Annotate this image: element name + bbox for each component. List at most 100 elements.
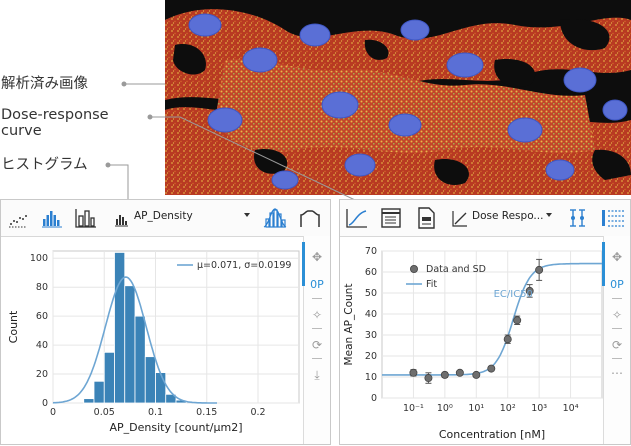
x-axis-label: Concentration [nM] bbox=[439, 428, 545, 441]
x-tick-label: 10⁴ bbox=[563, 403, 579, 414]
legend-label: μ=0.071, σ=0.0199 bbox=[197, 260, 291, 271]
data-point bbox=[503, 335, 512, 344]
data-point bbox=[535, 265, 544, 274]
y-tick-label: 60 bbox=[365, 267, 377, 278]
x-tick-label: 0.1 bbox=[148, 407, 163, 418]
data-point bbox=[424, 374, 433, 383]
plot-type-dropdown-label[interactable]: Dose Respo... bbox=[472, 210, 544, 222]
rail-divider bbox=[612, 358, 622, 359]
y-axis-label: Mean AP_Count bbox=[343, 284, 355, 366]
cell-image-graphic bbox=[165, 0, 631, 195]
plot-area bbox=[52, 250, 300, 404]
report-document-icon[interactable] bbox=[416, 207, 436, 229]
density-chart-icon bbox=[115, 207, 129, 229]
x-axis-label: AP_Density [count/μm2] bbox=[109, 421, 242, 434]
y-tick-label: 100 bbox=[30, 253, 48, 264]
table-view-icon[interactable] bbox=[380, 207, 402, 229]
error-bars-icon[interactable] bbox=[566, 207, 588, 229]
axis-settings-icon[interactable]: 0P bbox=[310, 278, 324, 291]
rail-divider bbox=[312, 328, 322, 329]
x-tick-label: 10⁻¹ bbox=[403, 403, 424, 414]
y-tick-label: 20 bbox=[36, 369, 48, 380]
legend-label: Fit bbox=[426, 279, 437, 290]
move-icon[interactable]: ✥ bbox=[611, 250, 623, 264]
histogram-bar bbox=[134, 315, 146, 404]
dose-response-icon bbox=[452, 207, 468, 229]
x-tick-label: 0 bbox=[50, 407, 56, 418]
dose-response-panel: Dose Respo... 10⁻¹ 10⁰ 10¹ 10² 10³ 10⁴ 0 10 20 30… bbox=[339, 199, 631, 445]
histogram-fit-icon[interactable] bbox=[263, 207, 287, 229]
histogram-bar bbox=[165, 393, 177, 404]
y-tick-label: 10 bbox=[365, 372, 377, 383]
download-icon[interactable]: ⤓ bbox=[314, 368, 320, 382]
rail-divider bbox=[612, 298, 622, 299]
rail-divider bbox=[312, 298, 322, 299]
histogram-bar bbox=[93, 380, 105, 404]
sparkle-icon[interactable]: ✧ bbox=[311, 308, 323, 322]
axis-settings-icon[interactable]: 0P bbox=[610, 278, 624, 291]
callout-dose-response-2: curve bbox=[1, 123, 42, 139]
histogram-chart: 0 0.05 0.1 0.15 0.2 0 20 40 60 80 100 μ=0.071, σ=0.… bbox=[7, 250, 300, 434]
sparkle-icon[interactable]: ✧ bbox=[611, 308, 623, 322]
x-tick-label: 10¹ bbox=[468, 403, 484, 414]
data-point bbox=[440, 370, 449, 379]
histogram-panel: AP_Density 0 0.05 0.1 0.15 0.2 0 20 40 60 80 100 μ=… bbox=[0, 199, 331, 445]
histogram-bar bbox=[144, 356, 156, 404]
analyzed-image bbox=[165, 0, 631, 195]
histogram-bar bbox=[83, 398, 95, 404]
y-tick-label: 70 bbox=[365, 246, 377, 257]
plot-area bbox=[381, 250, 603, 399]
data-point bbox=[409, 368, 418, 377]
callout-histogram: ヒストグラム bbox=[1, 157, 88, 173]
more-icon[interactable]: ⋯ bbox=[611, 366, 623, 380]
dose-response-side-rail: ✥ 0P ✧ ⟳ ⋯ bbox=[602, 236, 630, 444]
refresh-icon[interactable]: ⟳ bbox=[311, 338, 323, 352]
y-tick-label: 30 bbox=[365, 330, 377, 341]
x-tick-label: 10⁰ bbox=[437, 403, 453, 414]
x-tick-label: 0.2 bbox=[250, 407, 265, 418]
histogram-bar bbox=[114, 252, 126, 404]
refresh-icon[interactable]: ⟳ bbox=[611, 338, 623, 352]
x-tick-label: 0.05 bbox=[94, 407, 115, 418]
legend-marker bbox=[410, 264, 419, 273]
rail-divider bbox=[612, 328, 622, 329]
settings-list-icon[interactable] bbox=[600, 207, 626, 229]
legend-label: Data and SD bbox=[426, 264, 486, 275]
curve-fit-icon[interactable] bbox=[299, 207, 321, 229]
y-axis-label: Count bbox=[7, 310, 20, 343]
gaussian-fit-curve bbox=[52, 276, 217, 404]
dose-response-toolbar: Dose Respo... bbox=[340, 200, 630, 237]
chevron-down-icon[interactable] bbox=[546, 213, 552, 217]
histogram-toolbar: AP_Density bbox=[1, 200, 330, 237]
x-tick-label: 10³ bbox=[531, 403, 547, 414]
y-tick-label: 40 bbox=[365, 309, 377, 320]
dose-response-chart: 10⁻¹ 10⁰ 10¹ 10² 10³ 10⁴ 0 10 20 30 40 50 60 70 EC/IC5… bbox=[343, 246, 603, 441]
chevron-down-icon[interactable] bbox=[244, 213, 250, 217]
callout-dose-response-1: Dose-response bbox=[1, 107, 109, 123]
x-tick-label: 10² bbox=[500, 403, 516, 414]
histogram-side-rail: ✥ 0P ✧ ⟳ ⤓ bbox=[302, 236, 330, 444]
data-point bbox=[472, 370, 481, 379]
y-tick-label: 0 bbox=[42, 398, 48, 409]
rail-divider bbox=[312, 358, 322, 359]
rail-active-indicator bbox=[602, 242, 605, 286]
y-tick-label: 60 bbox=[36, 311, 48, 322]
rail-active-indicator bbox=[302, 242, 305, 286]
move-icon[interactable]: ✥ bbox=[311, 250, 323, 264]
histogram-bar bbox=[124, 285, 136, 404]
line-chart-icon[interactable] bbox=[346, 207, 368, 229]
ec50-annotation: EC/IC50 bbox=[494, 289, 533, 300]
histogram-icon[interactable] bbox=[41, 207, 63, 229]
data-point bbox=[487, 364, 496, 373]
y-tick-label: 40 bbox=[36, 340, 48, 351]
callout-analyzed-image: 解析済み画像 bbox=[1, 76, 88, 92]
data-point bbox=[455, 368, 464, 377]
measurement-dropdown-label[interactable]: AP_Density bbox=[134, 210, 193, 222]
histogram-bar bbox=[155, 372, 167, 404]
scatter-plot-icon[interactable] bbox=[8, 207, 28, 229]
y-tick-label: 20 bbox=[365, 351, 377, 362]
y-tick-label: 80 bbox=[36, 282, 48, 293]
x-tick-label: 0.15 bbox=[196, 407, 217, 418]
data-point bbox=[525, 286, 534, 295]
bar-chart-icon[interactable] bbox=[75, 207, 97, 229]
